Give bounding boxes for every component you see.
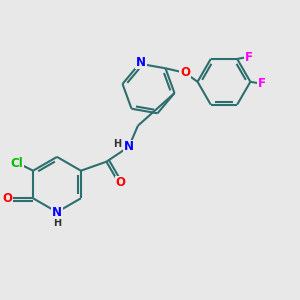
- Text: O: O: [116, 176, 125, 189]
- Text: O: O: [180, 66, 190, 79]
- Text: O: O: [2, 192, 12, 205]
- Text: F: F: [244, 51, 253, 64]
- Text: H: H: [53, 218, 61, 229]
- Text: Cl: Cl: [10, 157, 23, 170]
- Text: N: N: [136, 56, 146, 69]
- Text: N: N: [52, 206, 62, 219]
- Text: H: H: [113, 139, 122, 149]
- Text: F: F: [258, 77, 266, 90]
- Text: N: N: [124, 140, 134, 153]
